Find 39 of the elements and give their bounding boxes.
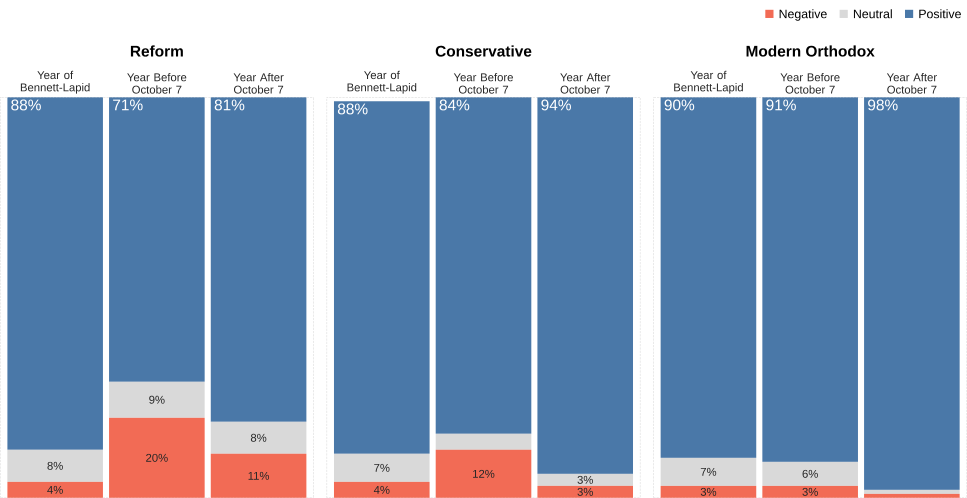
data-label: 98% <box>868 99 898 110</box>
x-tick-label: Year of Bennett-Lapid <box>348 70 416 94</box>
data-label: 3% <box>700 488 716 496</box>
data-label: 6% <box>802 470 818 478</box>
data-label: 8% <box>250 434 266 442</box>
x-tick-label: Year After October 7 <box>560 73 610 94</box>
data-label: 12% <box>473 470 494 478</box>
data-label: 11% <box>248 472 270 480</box>
data-label: 3% <box>578 488 593 496</box>
data-label: 3% <box>578 476 593 484</box>
x-tick-label: Year of Bennett-Lapid <box>20 70 90 94</box>
data-label: 3% <box>802 488 818 496</box>
chart-title: Modern Orthodox <box>746 45 875 57</box>
data-label: 4% <box>47 486 63 494</box>
data-label: 84% <box>440 99 470 110</box>
data-label: 90% <box>664 99 694 110</box>
x-tick-label: Year After October 7 <box>886 73 937 94</box>
legend-label: Negative <box>780 9 827 21</box>
chart-title: Conservative <box>436 45 532 57</box>
x-tick-label: Year Before October 7 <box>127 73 186 94</box>
data-label: 71% <box>113 100 143 110</box>
data-label: 88% <box>11 99 41 110</box>
data-label: 4% <box>374 486 390 494</box>
data-label: 7% <box>374 464 390 472</box>
data-label: 8% <box>47 462 63 470</box>
legend-label: Positive <box>919 9 961 18</box>
data-label: 20% <box>146 454 168 462</box>
data-label: 88% <box>338 103 368 114</box>
data-label: 7% <box>700 468 716 476</box>
data-label: 81% <box>214 99 244 110</box>
x-tick-label: Year After October 7 <box>234 73 284 94</box>
x-tick-label: Year of Bennett-Lapid <box>674 70 743 94</box>
data-label: 91% <box>766 99 796 110</box>
x-tick-label: Year Before October 7 <box>780 73 840 94</box>
legend-label: Neutral <box>854 9 892 18</box>
x-tick-label: Year Before October 7 <box>454 73 513 94</box>
chart-title: Reform <box>130 45 183 57</box>
data-label: 9% <box>149 396 165 404</box>
data-label: 94% <box>541 99 571 110</box>
